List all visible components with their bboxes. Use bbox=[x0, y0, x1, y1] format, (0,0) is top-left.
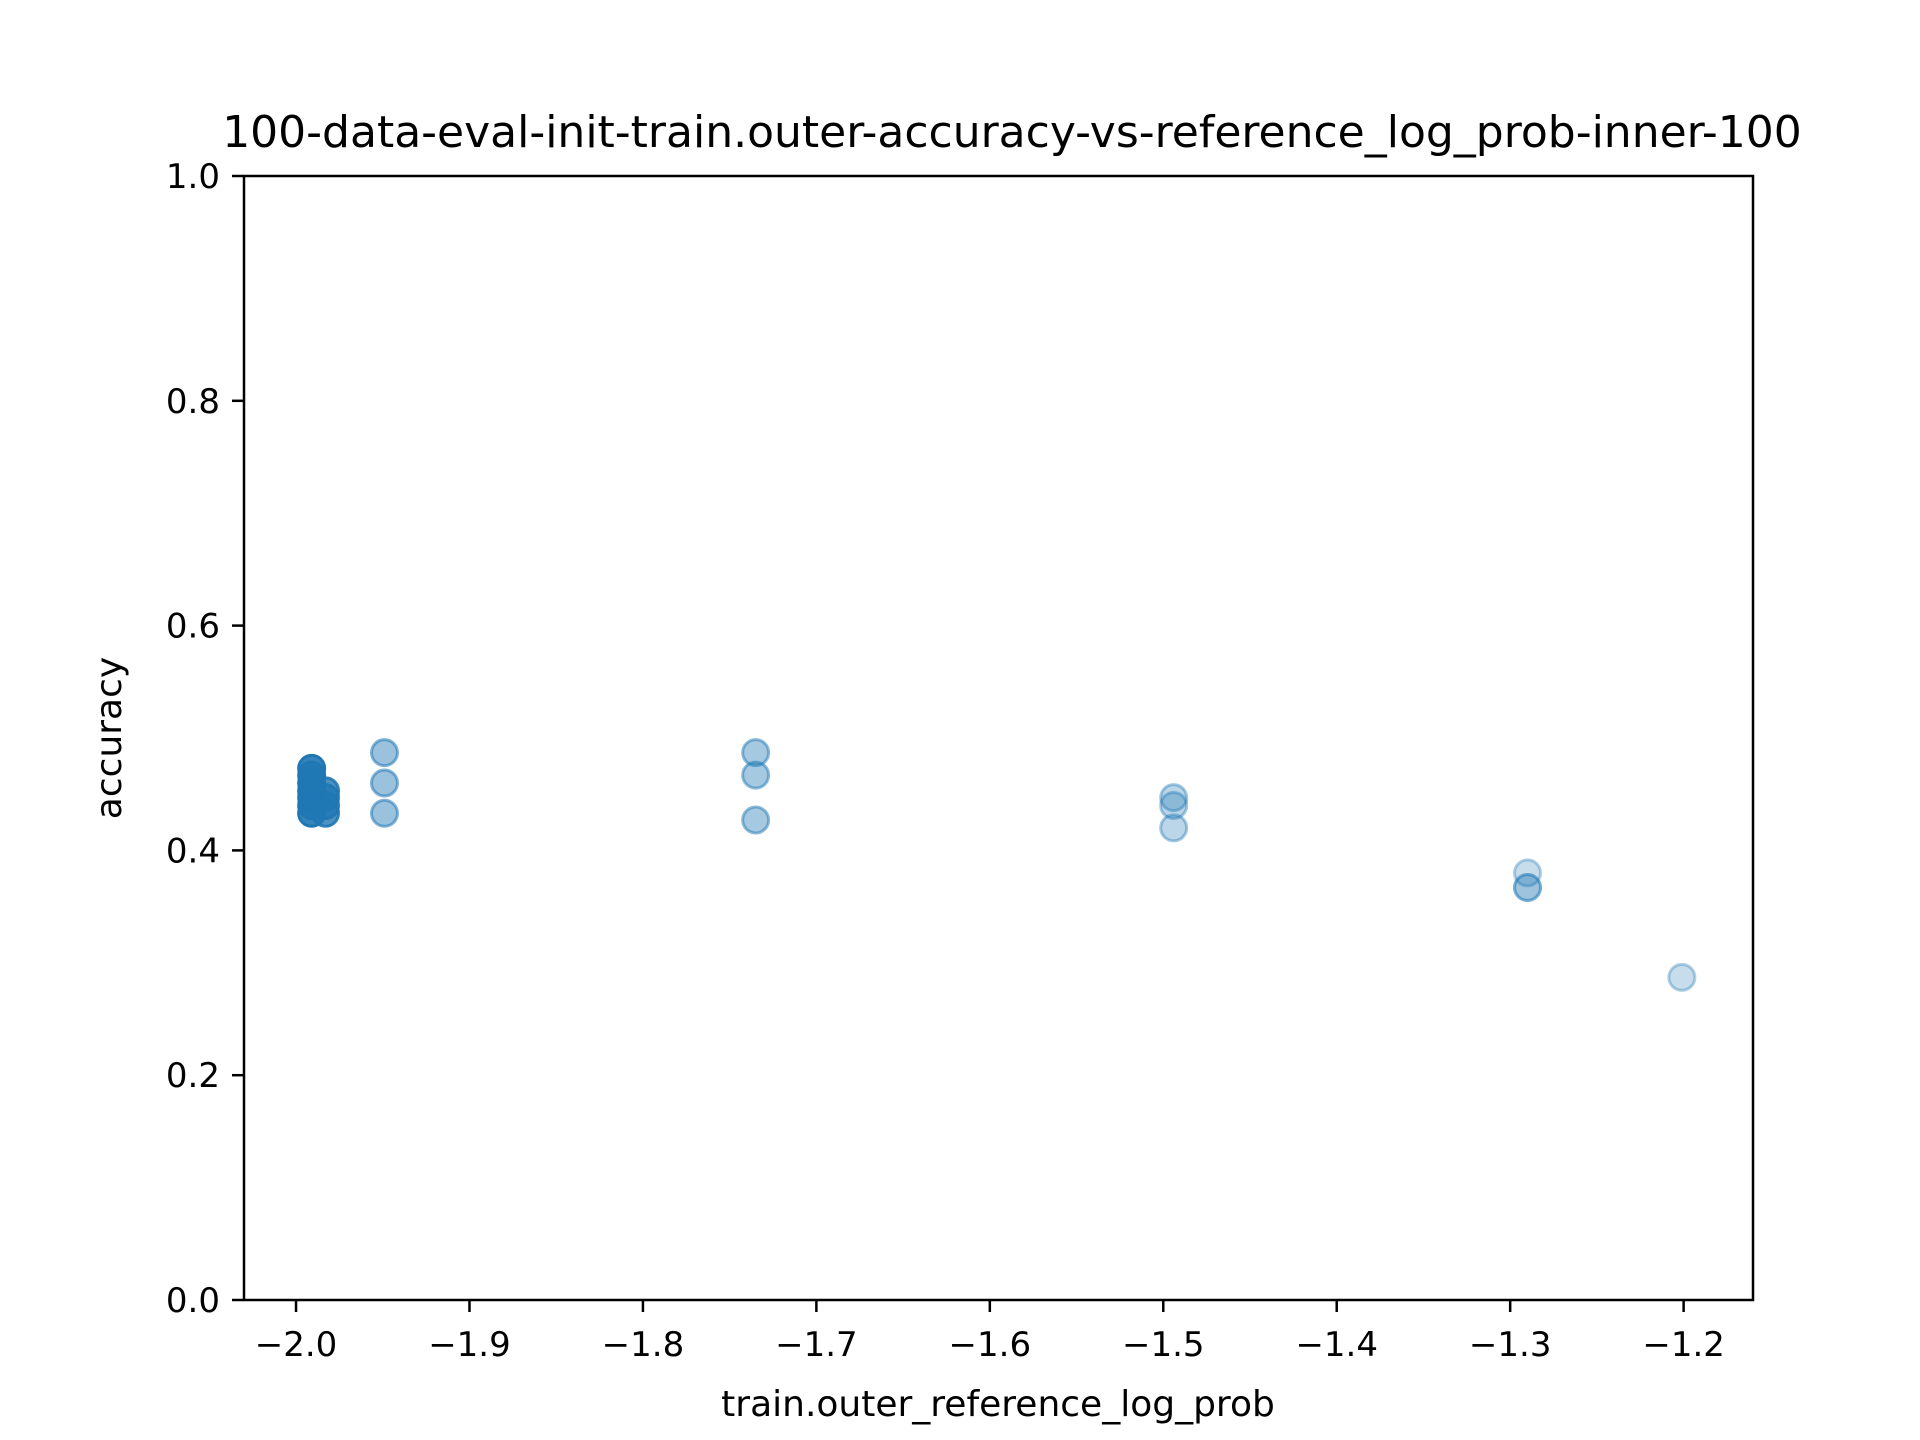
data-point-11 bbox=[369, 738, 399, 768]
y-axis-label: accuracy bbox=[89, 657, 130, 819]
y-tick-label-0: 0.0 bbox=[166, 1281, 220, 1321]
data-point-15 bbox=[741, 760, 771, 790]
data-point-14 bbox=[741, 738, 771, 768]
x-tick-label-6: −1.4 bbox=[1295, 1325, 1378, 1365]
data-point-12 bbox=[369, 768, 399, 798]
y-tick-label-2: 0.4 bbox=[166, 831, 220, 871]
x-axis-ticks: −2.0 −1.9 −1.8 −1.7 −1.6 −1.5 −1.4 −1.3 −1.2 bbox=[255, 1300, 1725, 1365]
y-tick-label-1: 0.2 bbox=[166, 1056, 220, 1096]
data-point-23 bbox=[1667, 962, 1697, 992]
plot-area-frame bbox=[242, 174, 1755, 1302]
data-point-18 bbox=[1159, 790, 1189, 820]
x-tick-label-1: −1.9 bbox=[428, 1325, 511, 1365]
x-tick-label-5: −1.5 bbox=[1122, 1325, 1205, 1365]
chart-title: 100-data-eval-init-train.outer-accuracy-… bbox=[222, 107, 1802, 158]
data-point-22 bbox=[1513, 872, 1543, 902]
y-axis-ticks: 0.0 0.2 0.4 0.6 0.8 1.0 bbox=[166, 157, 244, 1321]
x-tick-label-8: −1.2 bbox=[1642, 1325, 1725, 1365]
x-tick-label-7: −1.3 bbox=[1469, 1325, 1552, 1365]
y-tick-label-5: 1.0 bbox=[166, 157, 220, 197]
x-axis-label: train.outer_reference_log_prob bbox=[721, 1384, 1275, 1425]
x-tick-label-0: −2.0 bbox=[255, 1325, 338, 1365]
data-point-19 bbox=[1159, 813, 1189, 843]
data-point-16 bbox=[741, 805, 771, 835]
data-point-20 bbox=[1513, 858, 1543, 888]
y-tick-label-4: 0.8 bbox=[166, 382, 220, 422]
x-tick-label-4: −1.6 bbox=[949, 1325, 1032, 1365]
data-points bbox=[297, 738, 1697, 992]
data-point-17 bbox=[1159, 783, 1189, 813]
y-tick-label-3: 0.6 bbox=[166, 607, 220, 647]
x-tick-label-2: −1.8 bbox=[602, 1325, 685, 1365]
data-point-10 bbox=[311, 798, 341, 828]
data-point-13 bbox=[369, 798, 399, 828]
data-point-21 bbox=[1513, 872, 1543, 902]
x-tick-label-3: −1.7 bbox=[775, 1325, 858, 1365]
